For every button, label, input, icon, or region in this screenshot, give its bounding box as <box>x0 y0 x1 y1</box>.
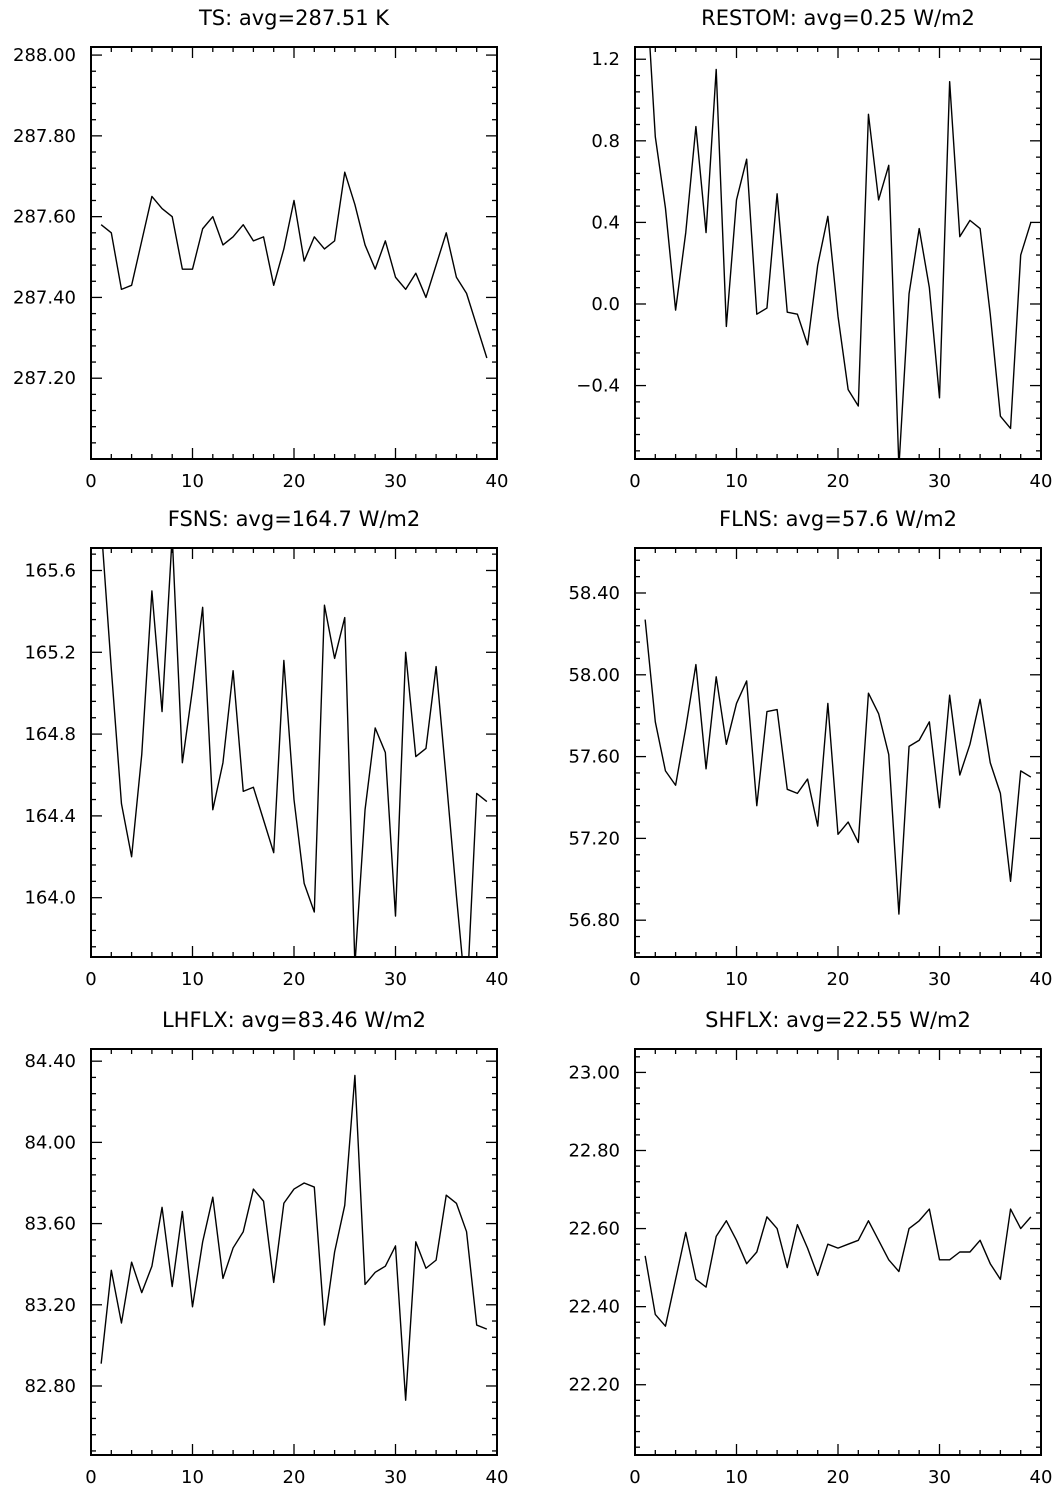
flns-y-tick-label: 58.40 <box>568 583 620 604</box>
ts-x-tick-label: 40 <box>486 471 509 492</box>
ts-panel: TS: avg=287.51 K 0 10 20 30 40 287.20 287.40 287… <box>13 6 508 492</box>
restom-series-line <box>649 47 1032 459</box>
lhflx-series-line <box>100 1074 488 1401</box>
restom-x-tick-label: 40 <box>1030 471 1053 492</box>
flns-panel: FLNS: avg=57.6 W/m2 0 10 20 30 40 56.80 57.20 57… <box>568 507 1052 990</box>
fsns-x-tick-label: 0 <box>85 969 96 990</box>
shflx-x-tick-label: 0 <box>629 1467 640 1488</box>
restom-panel: RESTOM: avg=0.25 W/m2 0 10 20 30 40 −0.4 0.0 0.4… <box>576 6 1053 492</box>
shflx-y-tick-label: 22.60 <box>568 1219 620 1240</box>
restom-y-tick-label: 0.0 <box>591 294 620 315</box>
flns-x-tick-label: 40 <box>1030 969 1053 990</box>
ts-x-tick-label: 30 <box>384 471 407 492</box>
shflx-x-tick-label: 10 <box>725 1467 748 1488</box>
flns-plot-frame <box>634 547 1042 958</box>
ts-y-tick-label: 288.00 <box>13 45 76 66</box>
shflx-y-tick-label: 22.40 <box>568 1297 620 1318</box>
lhflx-panel: LHFLX: avg=83.46 W/m2 0 10 20 30 40 82.80 83.20… <box>24 1008 508 1488</box>
restom-x-tick-label: 20 <box>827 471 850 492</box>
fsns-panel: FSNS: avg=164.7 W/m2 0 10 20 30 40 164.0 164.4 1… <box>24 507 509 990</box>
shflx-y-tick-label: 22.20 <box>568 1375 620 1396</box>
lhflx-x-tick-label: 40 <box>486 1467 509 1488</box>
fsns-y-tick-label: 164.8 <box>24 724 76 745</box>
fsns-x-tick-label: 30 <box>384 969 407 990</box>
ts-series-line <box>100 171 488 359</box>
shflx-x-tick-label: 30 <box>928 1467 951 1488</box>
shflx-y-tick-label: 22.80 <box>568 1141 620 1162</box>
shflx-series-line <box>644 1208 1032 1327</box>
lhflx-x-tick-label: 30 <box>384 1467 407 1488</box>
fsns-x-tick-label: 40 <box>486 969 509 990</box>
restom-y-tick-label: −0.4 <box>576 376 620 397</box>
restom-x-tick-label: 10 <box>725 471 748 492</box>
ts-title: TS: avg=287.51 K <box>198 6 390 30</box>
lhflx-y-tick-label: 84.40 <box>24 1051 76 1072</box>
fsns-plot-frame <box>90 547 498 958</box>
flns-x-tick-label: 30 <box>928 969 951 990</box>
lhflx-x-tick-label: 10 <box>181 1467 204 1488</box>
fsns-x-tick-label: 10 <box>181 969 204 990</box>
ts-x-tick-label: 0 <box>85 471 96 492</box>
fsns-series-line <box>102 548 488 957</box>
restom-x-tick-label: 0 <box>629 471 640 492</box>
ts-y-tick-label: 287.80 <box>13 126 76 147</box>
fsns-title: FSNS: avg=164.7 W/m2 <box>168 507 421 531</box>
restom-plot-frame <box>634 46 1042 460</box>
flns-series-line <box>644 619 1032 915</box>
flns-y-tick-label: 58.00 <box>568 665 620 686</box>
fsns-y-tick-label: 165.6 <box>24 560 76 581</box>
flns-x-tick-label: 0 <box>629 969 640 990</box>
ts-y-tick-label: 287.20 <box>13 368 76 389</box>
restom-y-tick-label: 0.8 <box>591 131 620 152</box>
lhflx-y-tick-label: 83.60 <box>24 1214 76 1235</box>
fsns-x-tick-label: 20 <box>283 969 306 990</box>
restom-y-tick-label: 0.4 <box>591 212 620 233</box>
shflx-panel: SHFLX: avg=22.55 W/m2 0 10 20 30 40 22.20 22.40… <box>568 1008 1052 1488</box>
lhflx-title: LHFLX: avg=83.46 W/m2 <box>162 1008 426 1032</box>
ts-x-tick-label: 20 <box>283 471 306 492</box>
fsns-y-tick-label: 165.2 <box>24 642 76 663</box>
restom-x-tick-label: 30 <box>928 471 951 492</box>
lhflx-x-tick-label: 0 <box>85 1467 96 1488</box>
ts-y-tick-label: 287.60 <box>13 207 76 228</box>
lhflx-y-tick-label: 83.20 <box>24 1295 76 1316</box>
flns-y-tick-label: 57.20 <box>568 828 620 849</box>
flns-y-tick-label: 56.80 <box>568 910 620 931</box>
flns-x-tick-label: 20 <box>827 969 850 990</box>
lhflx-plot-frame <box>90 1048 498 1456</box>
restom-title: RESTOM: avg=0.25 W/m2 <box>701 6 975 30</box>
ts-plot-frame <box>90 46 498 460</box>
shflx-x-tick-label: 40 <box>1030 1467 1053 1488</box>
lhflx-y-tick-label: 82.80 <box>24 1376 76 1397</box>
shflx-x-tick-label: 20 <box>827 1467 850 1488</box>
fsns-y-tick-label: 164.0 <box>24 888 76 909</box>
ts-x-tick-label: 10 <box>181 471 204 492</box>
ts-y-tick-label: 287.40 <box>13 287 76 308</box>
shflx-y-tick-label: 23.00 <box>568 1062 620 1083</box>
flns-x-tick-label: 10 <box>725 969 748 990</box>
fsns-y-tick-label: 164.4 <box>24 806 76 827</box>
lhflx-y-tick-label: 84.00 <box>24 1132 76 1153</box>
restom-y-tick-label: 1.2 <box>591 49 620 70</box>
shflx-plot-frame <box>634 1048 1042 1456</box>
shflx-title: SHFLX: avg=22.55 W/m2 <box>705 1008 971 1032</box>
flns-title: FLNS: avg=57.6 W/m2 <box>719 507 957 531</box>
lhflx-x-tick-label: 20 <box>283 1467 306 1488</box>
flns-y-tick-label: 57.60 <box>568 747 620 768</box>
